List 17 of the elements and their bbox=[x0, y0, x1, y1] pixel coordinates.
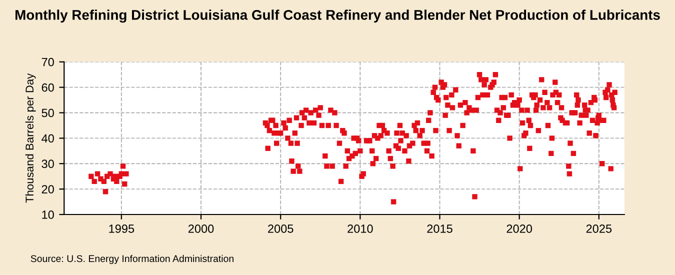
x-tick-label: 2025 bbox=[586, 224, 612, 233]
x-tick-label: 2000 bbox=[188, 224, 214, 233]
chart-title: Monthly Refining District Louisiana Gulf Coast Refinery and Blender Net Production of Lubricants bbox=[16, 10, 660, 23]
y-tick-label: 60 bbox=[42, 83, 54, 92]
y-tick-label: 10 bbox=[42, 210, 54, 219]
y-tick-label: 40 bbox=[42, 134, 54, 143]
x-tick-label: 2010 bbox=[348, 224, 373, 233]
x-tick-label: 1995 bbox=[109, 224, 134, 233]
y-axis-title: Thousand Barrels per Day bbox=[25, 73, 36, 203]
y-tick-label: 30 bbox=[42, 160, 54, 168]
source-note: Source: U.S. Energy Information Administration bbox=[30, 254, 234, 264]
y-tick-label: 20 bbox=[42, 185, 54, 194]
y-tick-label: 70 bbox=[42, 58, 54, 66]
x-tick-label: 2015 bbox=[427, 224, 452, 233]
y-tick-label: 50 bbox=[42, 108, 54, 118]
x-tick-label: 2005 bbox=[268, 224, 294, 233]
x-tick-label: 2020 bbox=[506, 224, 532, 233]
